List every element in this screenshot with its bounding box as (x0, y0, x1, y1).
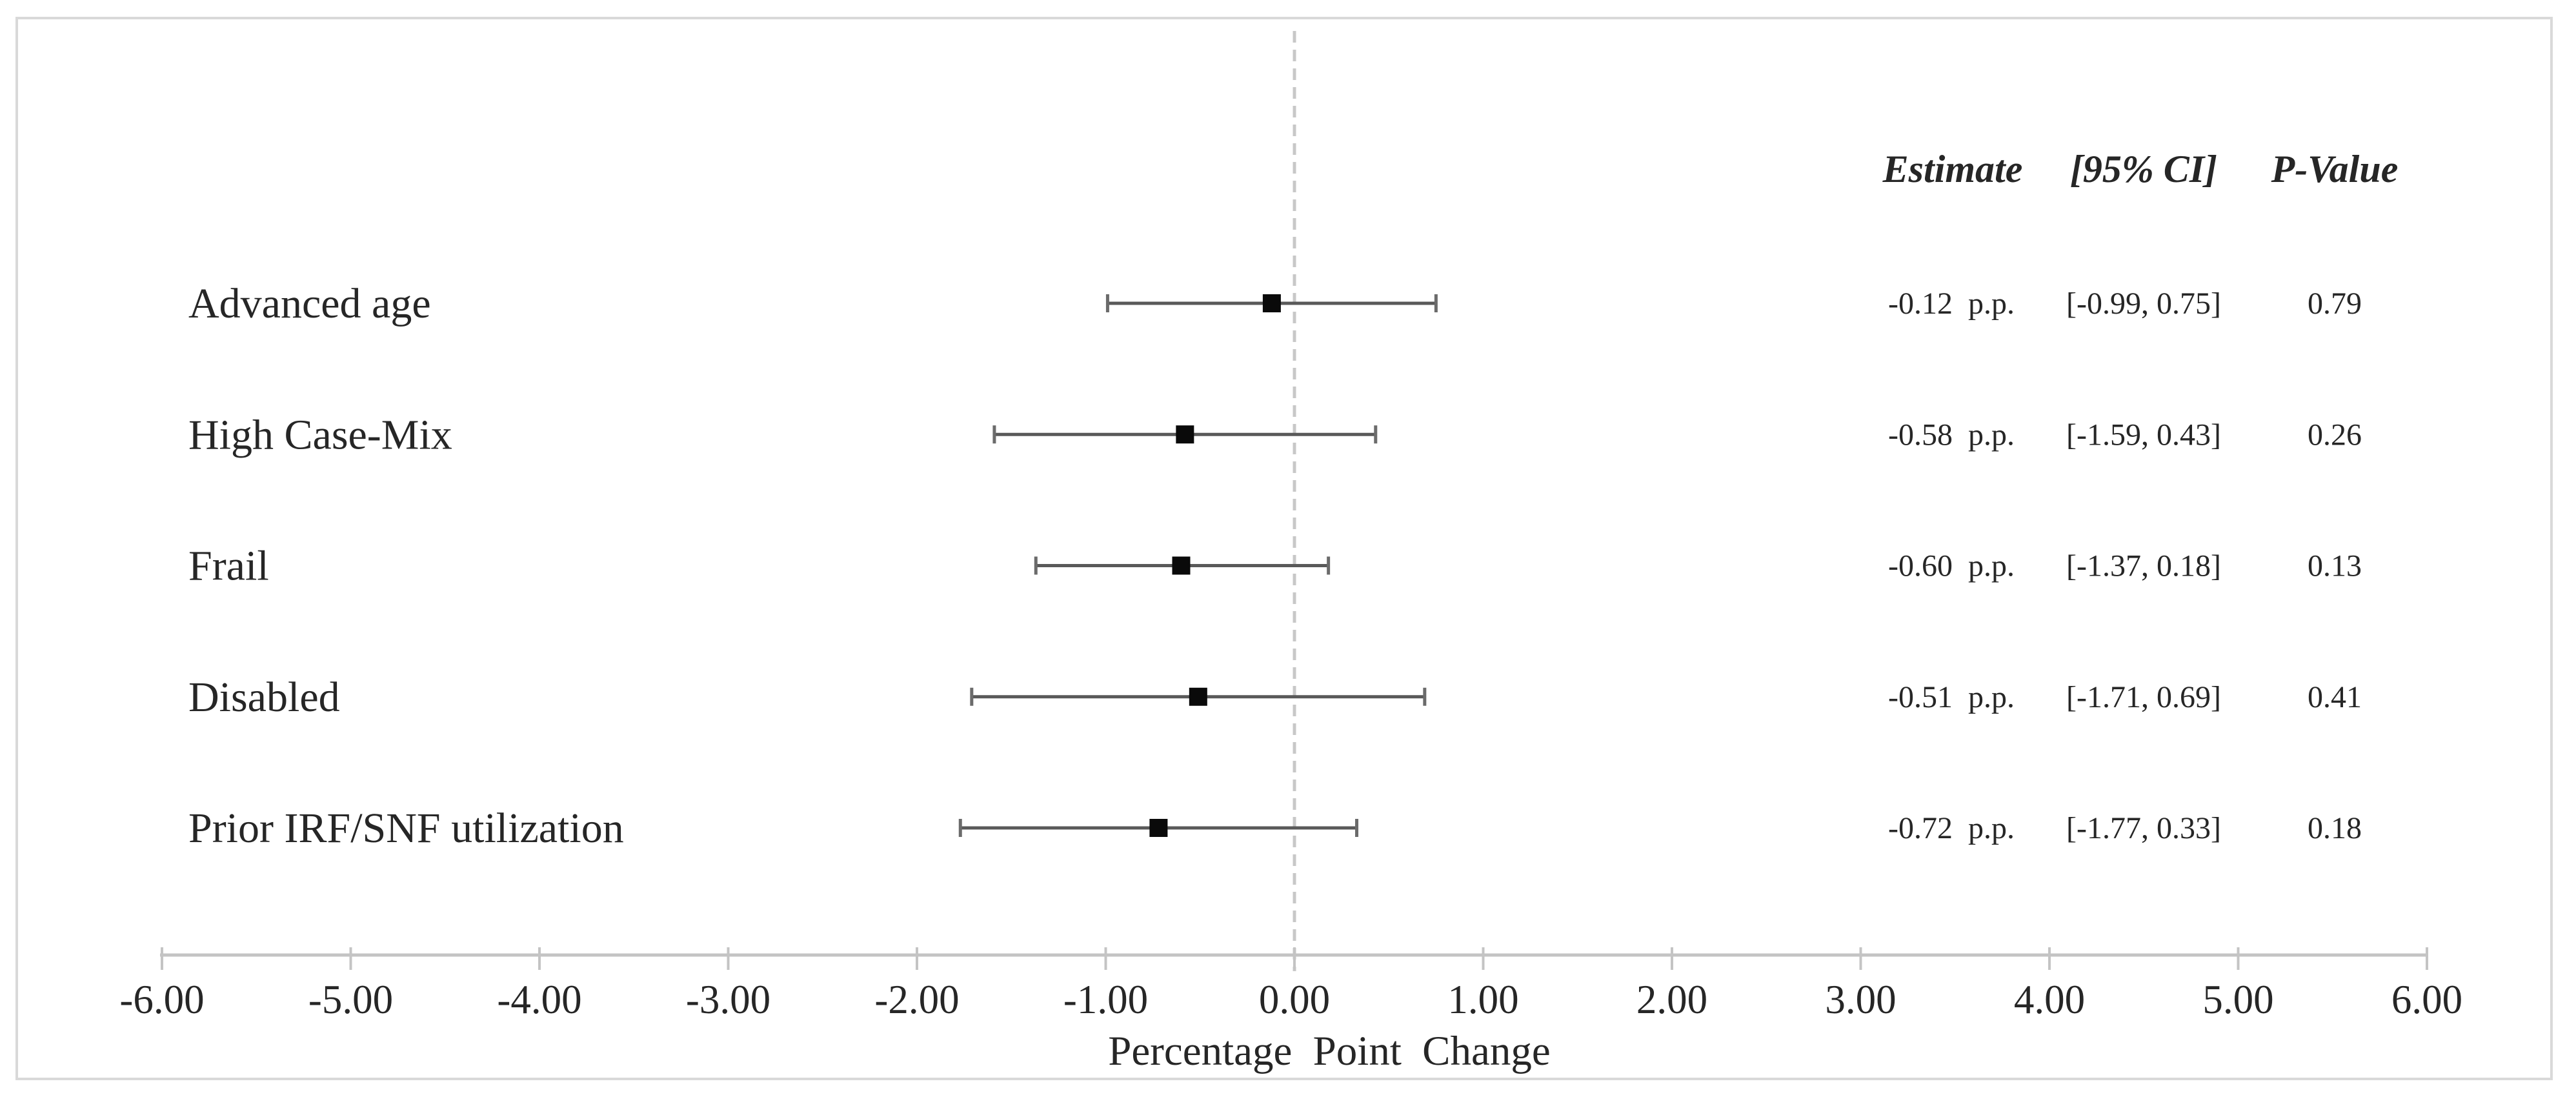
row-label: High Case-Mix (188, 411, 452, 458)
ci-value: [-1.71, 0.69] (2066, 680, 2221, 714)
x-tick-label: 2.00 (1636, 977, 1707, 1022)
ci-value: [-0.99, 0.75] (2066, 287, 2221, 321)
estimate-marker (1189, 687, 1207, 706)
row-label: Disabled (188, 674, 340, 721)
estimate-value: -0.72 p.p. (1888, 811, 2015, 845)
x-tick-label: -6.00 (119, 977, 204, 1022)
estimate-value: -0.58 p.p. (1888, 418, 2015, 452)
forest-rows: Advanced age -0.12 p.p. [-0.99, 0.75] 0.79 H… (188, 280, 2362, 852)
p-value: 0.26 (2308, 418, 2362, 452)
x-tick-label: 4.00 (2014, 977, 2085, 1022)
x-tick-label: -4.00 (497, 977, 581, 1022)
ci-value: [-1.37, 0.18] (2066, 549, 2221, 583)
estimate-value: -0.60 p.p. (1888, 549, 2015, 583)
p-value: 0.41 (2308, 680, 2362, 714)
estimate-value: -0.51 p.p. (1888, 680, 2015, 714)
x-tick-label: -1.00 (1063, 977, 1148, 1022)
estimate-value: -0.12 p.p. (1888, 287, 2015, 321)
col-header-ci: [95% CI] (2070, 148, 2217, 190)
x-axis-title: Percentage Point Change (1108, 1028, 1550, 1074)
x-tick-label: -3.00 (686, 977, 770, 1022)
forest-row: High Case-Mix -0.58 p.p. [-1.59, 0.43] 0.26 (188, 411, 2362, 458)
x-tick-label: -2.00 (874, 977, 959, 1022)
p-value: 0.18 (2308, 811, 2362, 845)
x-tick-label: 0.00 (1259, 977, 1330, 1022)
x-tick-label: 1.00 (1447, 977, 1518, 1022)
forest-row: Disabled -0.51 p.p. [-1.71, 0.69] 0.41 (188, 674, 2362, 721)
p-value: 0.79 (2308, 287, 2362, 321)
forest-row: Frail -0.60 p.p. [-1.37, 0.18] 0.13 (188, 543, 2362, 590)
col-header-estimate: Estimate (1882, 148, 2023, 190)
estimate-marker (1262, 294, 1281, 312)
estimate-marker (1172, 556, 1191, 575)
row-label: Frail (188, 543, 269, 590)
row-label: Advanced age (188, 280, 431, 327)
x-tick-label: 3.00 (1825, 977, 1896, 1022)
ci-value: [-1.59, 0.43] (2066, 418, 2221, 452)
x-tick-label: -5.00 (308, 977, 393, 1022)
row-label: Prior IRF/SNF utilization (188, 805, 624, 852)
chart-frame (15, 17, 2553, 1080)
col-header-pvalue: P-Value (2271, 148, 2399, 190)
forest-row: Prior IRF/SNF utilization -0.72 p.p. [-1.7… (188, 805, 2362, 852)
x-tick-label: 6.00 (2391, 977, 2462, 1022)
ci-value: [-1.77, 0.33] (2066, 811, 2221, 845)
p-value: 0.13 (2308, 549, 2362, 583)
x-axis-ticks: -6.00 -5.00 -4.00 -3.00 -2.00 -1.00 0.00 1.00 2.… (119, 947, 2462, 1022)
estimate-marker (1149, 819, 1168, 837)
x-tick-label: 5.00 (2202, 977, 2273, 1022)
forest-row: Advanced age -0.12 p.p. [-0.99, 0.75] 0.79 (188, 280, 2362, 327)
estimate-marker (1176, 425, 1194, 444)
